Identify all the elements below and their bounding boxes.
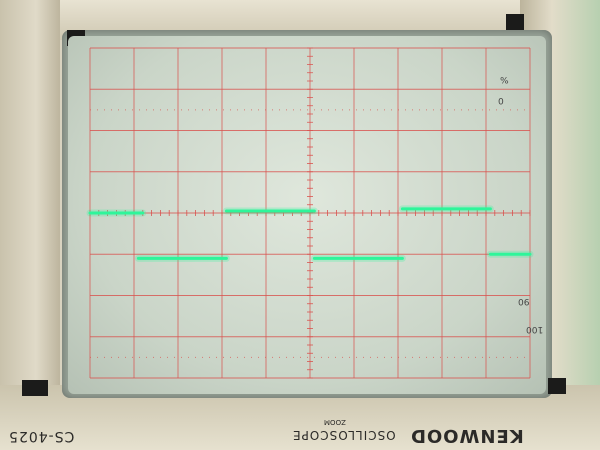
frame-corner-bottom-right [548,378,566,394]
graticule [86,47,534,379]
product-sub-label: ZOOM [324,418,346,426]
product-label: OSCILLOSCOPE [292,428,396,442]
bezel-left [0,0,60,450]
frame-corner-bottom-left [22,380,48,396]
model-label: CS-4025 [8,428,75,444]
scale-label-percent: % [500,74,509,84]
crt-screen [68,36,546,394]
scale-label-zero: 0 [498,95,504,105]
frame-corner-top-right [506,14,524,30]
scale-label-ninety: 90 [518,296,530,306]
brand-logo: KENWOOD [410,425,524,446]
scale-label-hundred: 100 [526,324,544,334]
